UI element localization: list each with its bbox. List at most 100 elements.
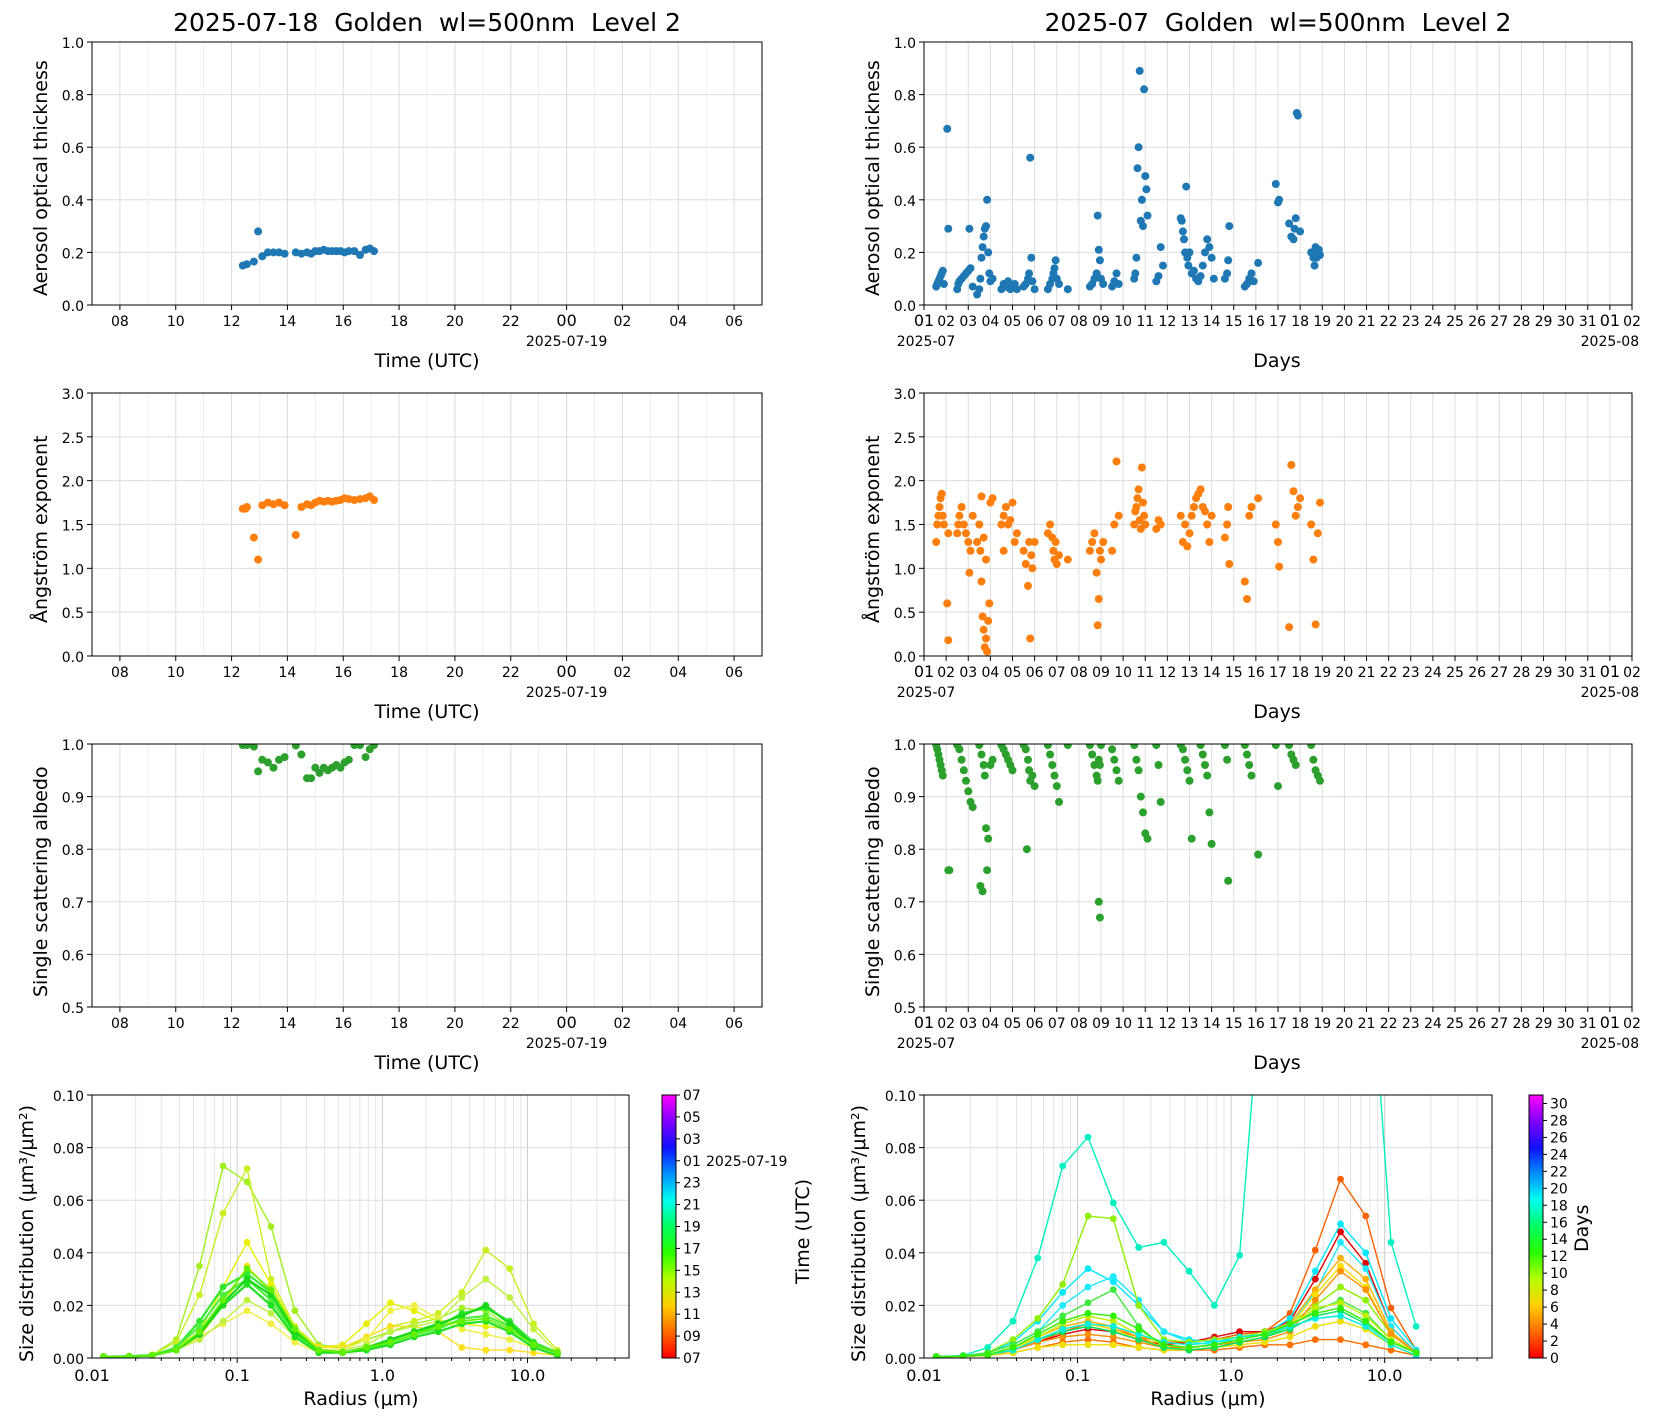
monthly_ssa-point — [1108, 745, 1117, 754]
monthly_aot-point — [966, 264, 975, 273]
monthly_ssa-point — [1185, 776, 1194, 785]
monthly_psd-series-point — [1312, 829, 1319, 836]
daily_psd-series-point — [219, 1283, 227, 1291]
monthly_ssa-points — [932, 744, 1324, 922]
daily_psd-series-point — [458, 1304, 466, 1312]
monthly_psd-series-point — [1362, 1249, 1370, 1257]
daily_psd-series-point — [530, 1341, 537, 1349]
monthly_psd-series-point — [1059, 1288, 1067, 1296]
daily_ssa-point — [280, 753, 289, 762]
daily_psd-series-point — [410, 1330, 418, 1338]
daily_ae-ytick-label: 2.5 — [62, 431, 84, 447]
monthly_psd-series-point — [1084, 1336, 1092, 1343]
monthly_ae-point — [953, 529, 962, 538]
monthly_psd-series-point — [1337, 1254, 1344, 1262]
monthly_psd-cbar-tick-label: 4 — [1550, 1317, 1559, 1333]
monthly_ae-point — [1025, 538, 1034, 546]
monthly_ssa-point — [1048, 761, 1057, 769]
monthly_aot-point — [1095, 256, 1104, 265]
monthly-aot-xlabel: Days — [1253, 350, 1301, 372]
daily_ssa-ytick-label: 0.9 — [62, 791, 84, 807]
daily-aot-xlabel: Time (UTC) — [374, 350, 480, 372]
monthly_psd-series-point — [1009, 1317, 1017, 1325]
monthly_aot-point — [1293, 111, 1302, 120]
monthly_ae-xtick-label: 23 — [1402, 665, 1420, 681]
monthly_aot-point — [1143, 211, 1152, 220]
monthly_ssa-xtick-label: 11 — [1136, 1016, 1154, 1032]
monthly_ae-point — [939, 520, 948, 529]
daily_ae-point — [291, 531, 300, 539]
monthly_psd-series-point — [1362, 1317, 1370, 1325]
monthly_aot-point — [1055, 280, 1063, 288]
monthly_ssa-point — [1063, 744, 1072, 750]
daily_psd-colorbar — [661, 1094, 677, 1359]
monthly_psd-series-point — [1287, 829, 1294, 836]
monthly_psd-series-point — [1160, 1238, 1168, 1246]
monthly_ae-point — [978, 612, 987, 621]
monthly_psd-series-point — [1084, 1299, 1092, 1307]
daily_psd-series-point — [530, 1349, 537, 1357]
monthly_ae-ytick-label: 1.0 — [894, 562, 916, 578]
monthly_aot-ytick-label: 0.0 — [894, 299, 916, 315]
monthly_aot-point — [1254, 258, 1263, 267]
monthly_ae-point — [1001, 503, 1010, 511]
monthly_aot-frame — [923, 41, 1633, 306]
monthly_ae-point — [1245, 511, 1254, 520]
daily_psd-series-point — [243, 1165, 251, 1172]
monthly_ssa-ytick-label: 0.5 — [894, 1001, 916, 1017]
monthly_aot-xtick-label: 08 — [1070, 314, 1088, 330]
daily_psd-series-point — [363, 1344, 370, 1351]
monthly_ae-point — [1137, 463, 1146, 472]
daily_psd-series-point — [506, 1346, 513, 1354]
monthly_aot-point — [1285, 219, 1294, 228]
monthly_aot-xtick-label: 16 — [1247, 314, 1265, 330]
monthly_aot-xtick-label: 17 — [1269, 314, 1287, 330]
monthly_ae-point — [1243, 595, 1251, 603]
daily_aot-ytick-label: 0.6 — [62, 141, 84, 157]
monthly_ssa-xtick-label: 01 — [1600, 1013, 1620, 1032]
monthly_ssa-xtick-label: 28 — [1512, 1016, 1530, 1032]
monthly_psd-series-line — [936, 1241, 1417, 1358]
monthly_psd-series-point — [1034, 1344, 1042, 1351]
monthly_aot-point — [1291, 214, 1300, 223]
monthly_aot-point — [1027, 253, 1036, 262]
monthly_psd-series-line — [936, 1095, 1417, 1358]
daily_psd-cbar-tick-label: 21 — [683, 1198, 701, 1214]
monthly_ae-point — [976, 546, 985, 555]
monthly_ae-points — [932, 457, 1324, 656]
monthly_psd-xtick-label: 10.0 — [1367, 1366, 1403, 1385]
daily_aot-date-label: 2025-07-19 — [526, 334, 607, 350]
monthly_ssa-point — [1220, 744, 1229, 750]
monthly_ae-point — [1024, 581, 1032, 590]
monthly_ae-frame — [923, 392, 1633, 657]
monthly_ssa-point — [1130, 744, 1139, 750]
monthly_aot-ytick-label: 0.2 — [894, 246, 916, 262]
monthly_psd-series-point — [1362, 1275, 1370, 1283]
monthly_aot-point — [1196, 272, 1205, 281]
monthly_aot-xtick-label: 01 — [1600, 311, 1620, 330]
monthly_ae-point — [966, 546, 975, 555]
monthly_ae-point — [1183, 542, 1192, 551]
monthly_ssa-xtick-label: 19 — [1313, 1016, 1331, 1032]
monthly_ssa-xtick-label: 18 — [1291, 1016, 1309, 1032]
monthly_ae-point — [985, 599, 994, 608]
monthly_ssa-point — [962, 776, 970, 785]
monthly_aot-ytick-label: 0.4 — [894, 194, 916, 210]
daily_ae-xtick-label: 08 — [111, 665, 129, 681]
monthly_ssa-point — [1134, 766, 1143, 775]
monthly_psd-series-point — [1059, 1325, 1067, 1333]
daily_psd-series-point — [458, 1312, 466, 1320]
monthly_aot-point — [1184, 261, 1193, 270]
monthly_ae-point — [1287, 460, 1296, 469]
daily_psd-xtick-label: 10.0 — [510, 1366, 546, 1385]
daily_psd-series-point — [387, 1307, 394, 1315]
monthly_psd-series-point — [1185, 1344, 1193, 1351]
daily_psd-series-point — [172, 1338, 180, 1346]
monthly_ssa-point — [1139, 808, 1147, 817]
monthly_aot-point — [1207, 253, 1216, 262]
monthly_ae-point — [1271, 520, 1280, 529]
daily_psd-cbar-tick-label: 17 — [683, 1241, 701, 1257]
monthly_aot-points — [932, 66, 1324, 299]
monthly_aot-point — [1137, 195, 1146, 204]
